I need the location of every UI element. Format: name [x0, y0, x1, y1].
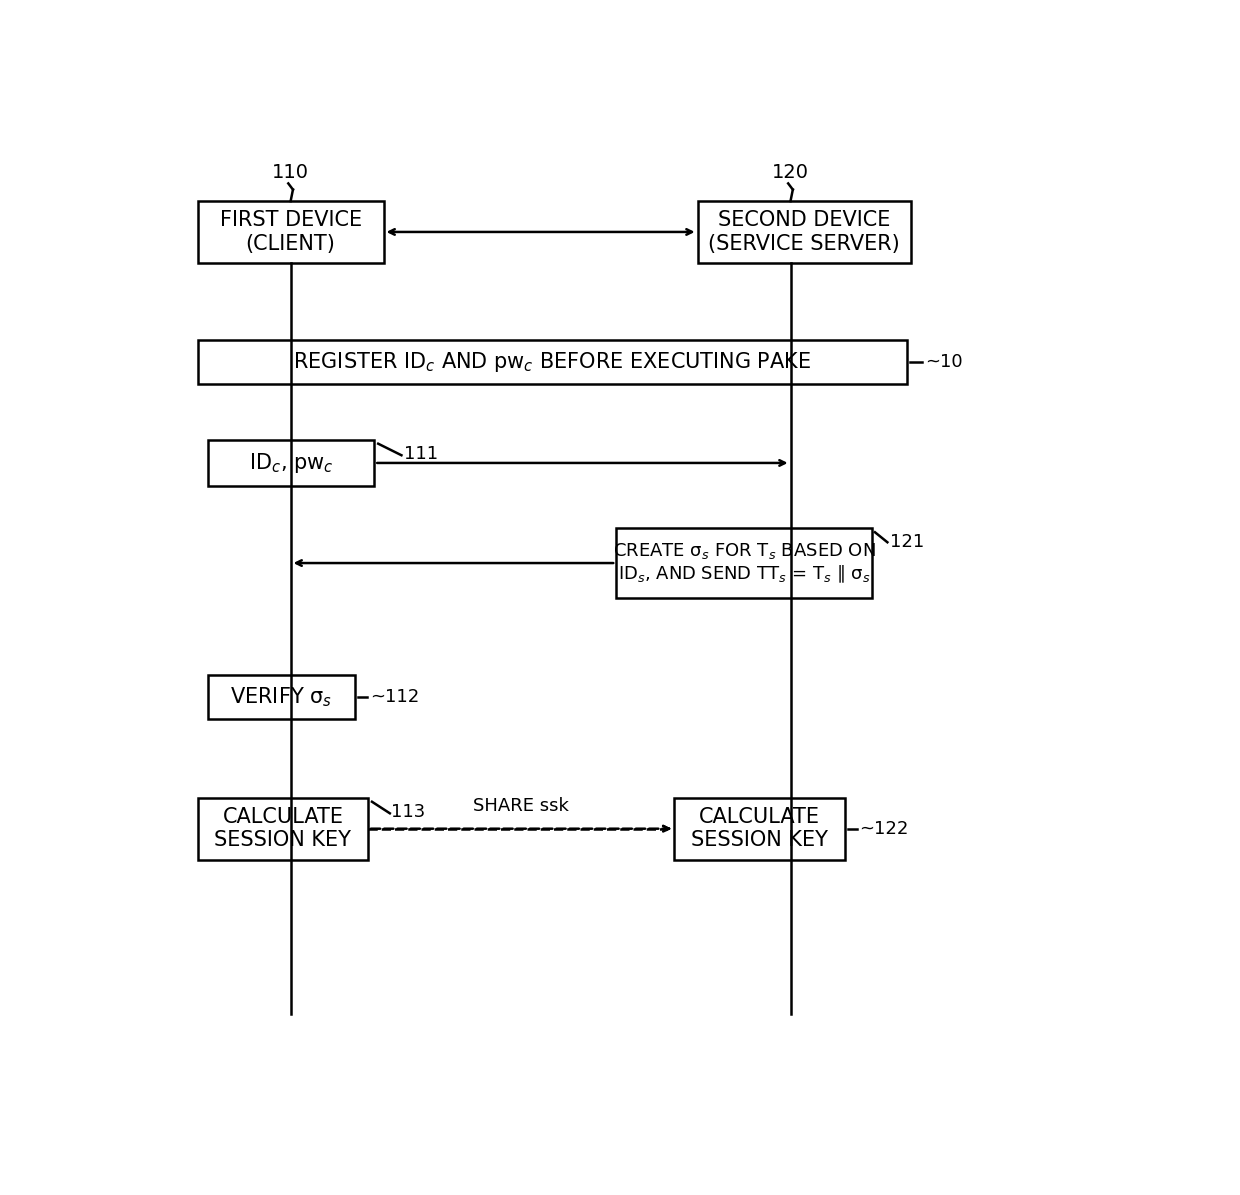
Text: 111: 111 [404, 445, 438, 462]
Text: VERIFY σ$_s$: VERIFY σ$_s$ [231, 685, 332, 709]
Text: ~122: ~122 [859, 820, 909, 838]
FancyBboxPatch shape [197, 798, 368, 859]
Text: CREATE σ$_s$ FOR T$_s$ BASED ON
ID$_s$, AND SEND TT$_s$ = T$_s$ ∥ σ$_s$: CREATE σ$_s$ FOR T$_s$ BASED ON ID$_s$, … [613, 541, 875, 586]
Text: ID$_c$, pw$_c$: ID$_c$, pw$_c$ [249, 451, 334, 474]
FancyBboxPatch shape [675, 798, 844, 859]
FancyBboxPatch shape [207, 440, 374, 486]
Text: CALCULATE
SESSION KEY: CALCULATE SESSION KEY [691, 807, 828, 851]
Text: REGISTER ID$_c$ AND pw$_c$ BEFORE EXECUTING PAKE: REGISTER ID$_c$ AND pw$_c$ BEFORE EXECUT… [293, 350, 811, 374]
Text: 113: 113 [392, 803, 425, 821]
FancyBboxPatch shape [616, 528, 872, 598]
FancyBboxPatch shape [197, 339, 906, 385]
Text: SECOND DEVICE
(SERVICE SERVER): SECOND DEVICE (SERVICE SERVER) [708, 210, 900, 253]
FancyBboxPatch shape [207, 675, 355, 719]
FancyBboxPatch shape [197, 201, 383, 263]
FancyBboxPatch shape [697, 201, 910, 263]
Text: SHARE ssk: SHARE ssk [474, 797, 569, 815]
Text: FIRST DEVICE
(CLIENT): FIRST DEVICE (CLIENT) [219, 210, 362, 253]
Text: 121: 121 [890, 533, 924, 551]
Text: ~10: ~10 [925, 353, 963, 372]
Text: 120: 120 [773, 164, 808, 182]
Text: ~112: ~112 [370, 688, 419, 706]
Text: 110: 110 [272, 164, 309, 182]
Text: CALCULATE
SESSION KEY: CALCULATE SESSION KEY [215, 807, 351, 851]
